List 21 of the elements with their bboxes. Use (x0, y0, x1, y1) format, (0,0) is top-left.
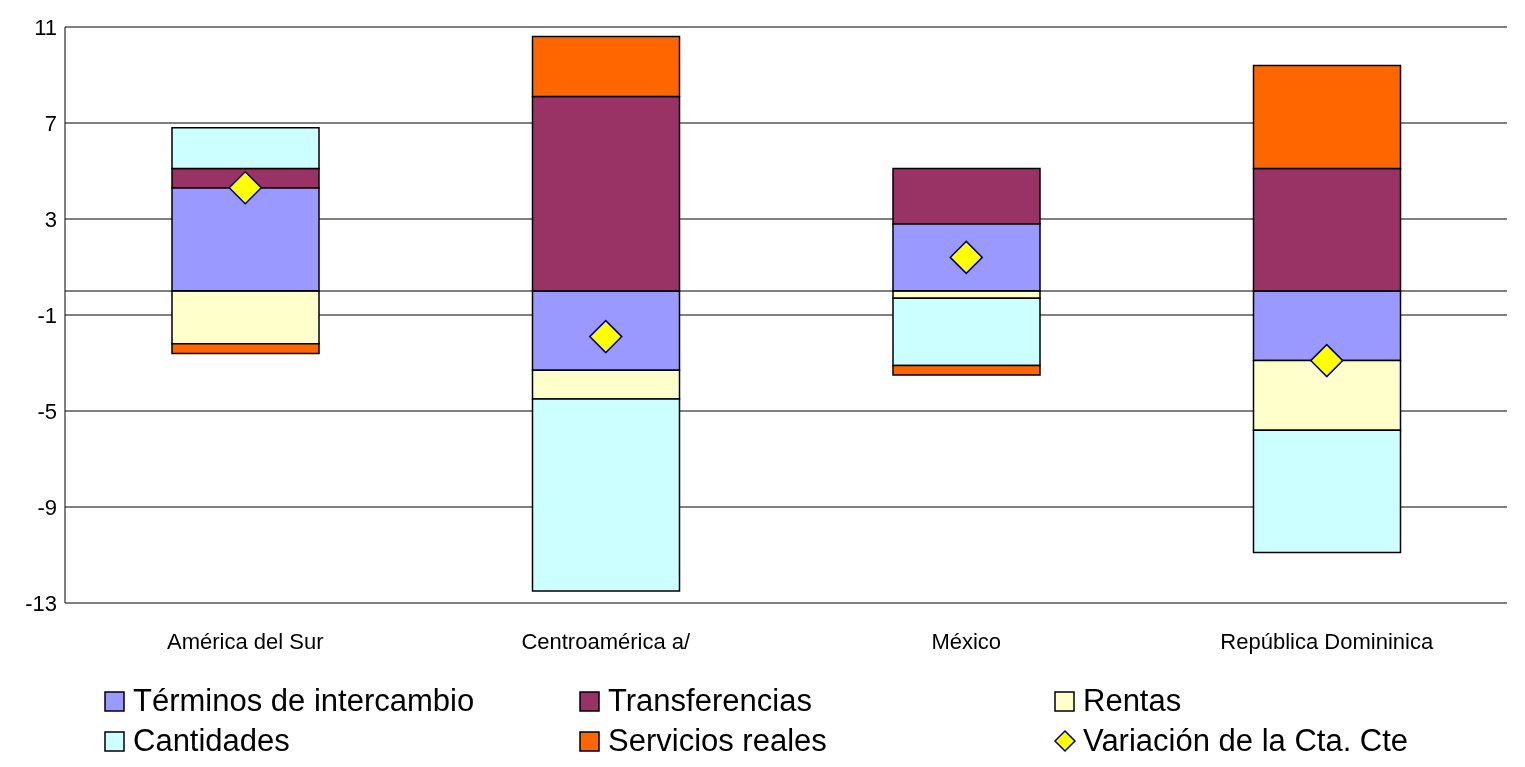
y-tick-label: -13 (25, 590, 57, 616)
x-tick-label: Centroamérica a/ (521, 628, 691, 654)
point (589, 319, 623, 354)
y-tick-label: -1 (37, 302, 57, 328)
point (949, 240, 983, 275)
y-tick-label: 7 (44, 110, 57, 136)
y-tick-label: -9 (37, 494, 57, 520)
x-tick-label: México (931, 628, 1002, 654)
x-tick-label: República Domininica (1220, 628, 1434, 654)
y-tick-label: 3 (44, 206, 57, 232)
legend-label: Cantidades (133, 723, 290, 759)
y-tick-label: -5 (37, 398, 57, 424)
legend-label: Términos de intercambio (133, 683, 475, 719)
legend-label: Rentas (1083, 683, 1182, 719)
point (1310, 343, 1344, 378)
legend-label: Variación de la Cta. Cte (1083, 723, 1409, 759)
legend-label: Servicios reales (608, 723, 827, 759)
x-tick-label: América del Sur (166, 628, 324, 654)
legend-label: Transferencias (608, 683, 812, 719)
point (228, 171, 262, 205)
y-tick-label: 11 (34, 14, 57, 40)
